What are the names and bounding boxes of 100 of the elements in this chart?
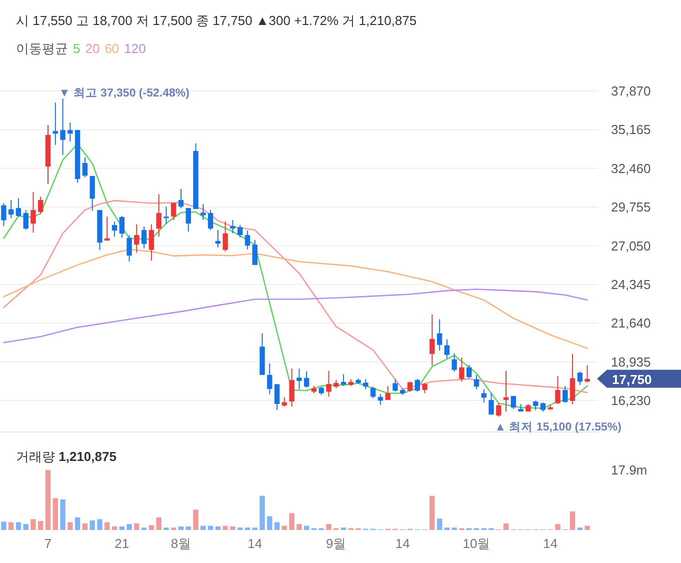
text: 60 <box>104 41 120 56</box>
candlestick <box>304 370 310 388</box>
chart-title: 거래량 1,210,875 <box>16 449 116 464</box>
bar <box>282 526 288 530</box>
bar <box>104 522 110 530</box>
bar <box>30 519 36 530</box>
bar <box>230 526 236 530</box>
candlestick <box>252 239 258 266</box>
bar <box>148 525 154 530</box>
candlestick <box>178 188 184 209</box>
candlestick <box>82 156 88 178</box>
candlestick <box>38 196 44 215</box>
line-series <box>3 288 588 344</box>
y-tick-label: 29,755 <box>611 200 651 215</box>
bar <box>289 513 294 530</box>
y-tick-label: 18,935 <box>611 354 651 370</box>
text: 20 <box>85 41 100 56</box>
bar <box>23 524 28 530</box>
candlestick <box>474 374 480 390</box>
y-tick-label: 27,050 <box>611 238 651 254</box>
x-tick-label: 14 <box>248 536 262 551</box>
candlestick <box>244 230 250 250</box>
candlestick <box>378 393 384 406</box>
candlestick <box>466 364 472 379</box>
bar <box>74 517 80 530</box>
x-tick-label: 21 <box>114 536 130 551</box>
bar <box>208 526 214 530</box>
bar <box>267 516 272 530</box>
candlestick <box>444 338 450 359</box>
candlestick <box>392 378 398 392</box>
candlestick <box>296 368 302 390</box>
candlestick <box>237 224 243 238</box>
candlestick <box>1 202 6 227</box>
candlestick <box>60 98 66 156</box>
text: 17.9m <box>611 462 648 478</box>
bar <box>126 524 132 530</box>
y-tick-label: 24,345 <box>611 276 651 292</box>
candlestick <box>222 221 228 252</box>
bar <box>584 526 590 530</box>
candlestick <box>282 396 288 408</box>
candlestick <box>208 210 214 231</box>
candlestick <box>430 314 435 366</box>
bar <box>97 519 102 530</box>
bar <box>178 526 184 530</box>
candlestick <box>584 364 590 383</box>
bar <box>134 523 140 530</box>
candlestick <box>52 102 58 146</box>
x-tick-label: 9월 <box>326 536 346 551</box>
candlestick <box>230 220 236 234</box>
bar <box>260 496 265 530</box>
text: 120 <box>124 41 146 56</box>
candlestick <box>200 204 206 221</box>
y-tick-label: 37,870 <box>611 84 651 98</box>
candlestick <box>267 362 272 395</box>
candlestick <box>23 210 28 230</box>
bar <box>68 522 73 530</box>
candlestick <box>503 370 509 412</box>
candlestick <box>370 386 376 399</box>
candlestick <box>16 198 22 218</box>
candlestick <box>570 353 576 405</box>
candlestick <box>436 318 442 352</box>
candlestick <box>148 224 154 262</box>
y-tick-label: 21,640 <box>611 316 651 331</box>
bar <box>430 496 435 530</box>
candlestick <box>326 370 332 398</box>
y-tick-label: 32,460 <box>611 160 651 176</box>
candlestick <box>562 385 568 404</box>
bar <box>90 520 95 530</box>
candlestick <box>532 400 538 410</box>
x-tick-label: 7 <box>44 536 52 551</box>
bar <box>38 521 44 530</box>
bar <box>326 524 332 530</box>
candlestick <box>488 392 494 416</box>
bar <box>570 511 576 530</box>
line-series <box>3 200 588 394</box>
bar <box>112 526 118 530</box>
bar <box>82 523 88 530</box>
legend-title: 이동평균 <box>16 41 68 56</box>
candlestick <box>385 385 390 400</box>
candlestick <box>30 191 36 234</box>
bar <box>555 524 560 530</box>
candlestick <box>112 221 118 238</box>
candlestick <box>126 234 132 262</box>
bar <box>119 526 124 530</box>
candlestick <box>171 202 176 221</box>
bar <box>436 518 442 530</box>
text: 5 <box>73 41 80 56</box>
chart-title: 시 17,550 고 18,700 저 17,500 종 17,750 ▲300 +1.72% 거 1,210,875 <box>16 13 417 28</box>
candlestick <box>289 368 294 408</box>
candlestick <box>164 206 169 225</box>
annotation: ▼ 최고 37,350 (-52.48%) <box>58 86 190 100</box>
bar <box>296 524 302 530</box>
candlestick <box>481 388 486 404</box>
candlestick <box>274 383 280 410</box>
bar <box>193 510 198 530</box>
bar <box>8 522 14 530</box>
y-tick-label: 16,230 <box>611 393 651 408</box>
candlestick <box>8 199 14 219</box>
candlestick <box>496 402 502 418</box>
candlestick <box>540 402 546 412</box>
